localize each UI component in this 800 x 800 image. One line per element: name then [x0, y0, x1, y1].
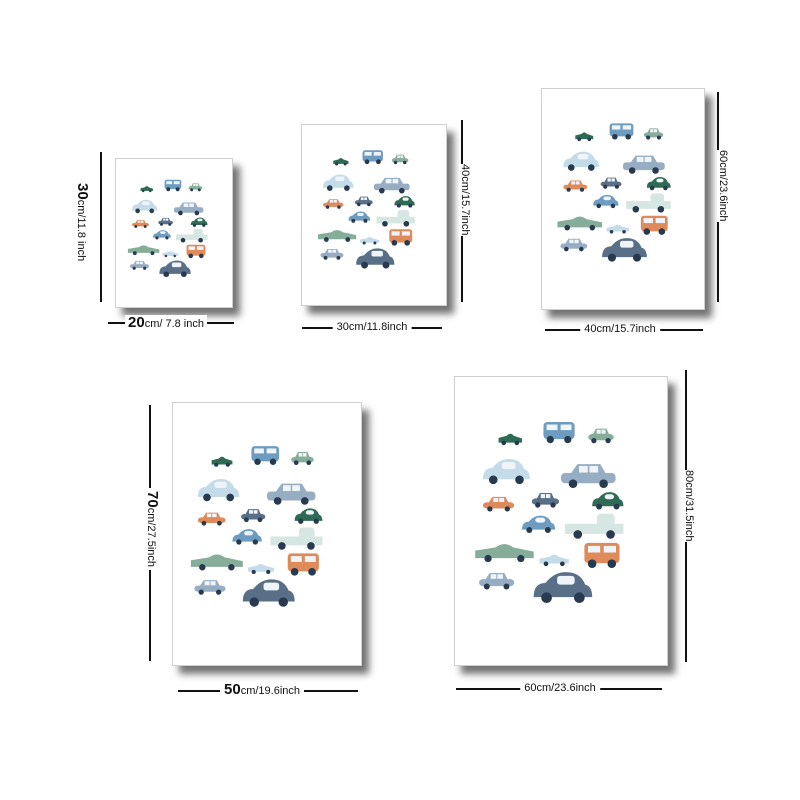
- car-icon: [291, 452, 314, 466]
- poster-preview-small: [115, 158, 233, 308]
- car-icon: [475, 544, 534, 563]
- car-icon: [640, 215, 668, 235]
- car-icon: [197, 512, 226, 526]
- height-dimension-label: 80cm/31.5inch: [683, 470, 695, 542]
- car-icon: [362, 150, 383, 165]
- car-icon: [323, 199, 344, 209]
- car-icon: [584, 542, 620, 568]
- car-icon: [153, 230, 171, 240]
- car-icon: [643, 128, 664, 140]
- poster-preview-30x40: [301, 124, 447, 306]
- car-icon: [159, 260, 191, 278]
- car-icon: [320, 248, 344, 260]
- car-icon: [164, 179, 182, 192]
- car-icon: [241, 509, 266, 523]
- car-icon: [376, 210, 415, 227]
- poster-preview-40x60: [541, 88, 705, 310]
- car-icon: [592, 492, 624, 510]
- car-icon: [482, 496, 515, 512]
- car-icon: [563, 180, 588, 192]
- car-icon: [162, 251, 179, 258]
- car-icon: [482, 459, 530, 485]
- car-icon: [194, 580, 226, 595]
- car-icon: [646, 176, 671, 191]
- poster-preview-50x70: [172, 402, 362, 666]
- car-icon: [374, 177, 410, 194]
- car-icon: [333, 158, 349, 166]
- car-icon: [130, 260, 149, 270]
- car-icon: [211, 456, 233, 467]
- car-icon: [232, 529, 262, 545]
- car-icon: [564, 513, 624, 539]
- car-icon: [188, 183, 203, 192]
- car-icon: [498, 433, 522, 446]
- car-icon: [539, 554, 569, 567]
- car-icon: [625, 193, 671, 213]
- car-icon: [606, 224, 629, 234]
- car-icon: [588, 428, 614, 444]
- car-icon: [389, 229, 413, 246]
- car-icon: [197, 479, 240, 502]
- car-icon: [287, 553, 319, 576]
- car-icon: [533, 572, 593, 604]
- car-icon: [251, 446, 280, 466]
- car-icon: [356, 248, 395, 269]
- car-icon: [247, 563, 274, 575]
- height-dimension-label: 70cm/27.5inch: [144, 488, 161, 570]
- car-icon: [531, 492, 560, 508]
- car-icon: [294, 508, 323, 524]
- car-icon: [186, 244, 206, 259]
- car-icon: [479, 573, 515, 590]
- car-illustration: [475, 421, 624, 604]
- car-icon: [560, 238, 588, 252]
- car-icon: [543, 421, 575, 444]
- car-icon: [140, 186, 154, 193]
- car-icon: [391, 154, 409, 165]
- poster-preview-60x80: [454, 376, 668, 666]
- car-icon: [270, 527, 323, 550]
- car-icon: [593, 194, 619, 209]
- height-dimension-label: 40cm/15.7inch: [459, 164, 471, 236]
- car-icon: [242, 579, 295, 607]
- height-dimension-line: [100, 152, 102, 302]
- width-dimension-label: 40cm/15.7inch: [580, 324, 660, 335]
- car-illustration: [190, 446, 323, 607]
- car-illustration: [557, 123, 671, 262]
- car-illustration: [317, 150, 415, 269]
- car-icon: [317, 230, 357, 242]
- car-icon: [267, 483, 316, 505]
- car-icon: [190, 554, 243, 571]
- car-icon: [354, 196, 373, 207]
- car-icon: [132, 220, 149, 228]
- height-dimension-label: 30cm/11.8 inch: [74, 183, 91, 262]
- car-icon: [623, 155, 665, 174]
- car-icon: [127, 245, 160, 256]
- car-icon: [394, 196, 415, 208]
- width-dimension-label: 50cm/19.6inch: [220, 682, 304, 698]
- car-icon: [557, 216, 603, 231]
- car-icon: [132, 199, 158, 214]
- car-icon: [323, 174, 354, 191]
- car-icon: [600, 177, 622, 189]
- car-icon: [575, 132, 594, 142]
- car-icon: [158, 217, 173, 226]
- car-icon: [609, 123, 634, 140]
- car-icon: [348, 211, 371, 223]
- width-dimension-label: 60cm/23.6inch: [520, 683, 600, 694]
- car-icon: [174, 202, 204, 216]
- car-icon: [359, 236, 380, 245]
- car-icon: [602, 238, 647, 262]
- car-illustration: [127, 179, 208, 278]
- car-icon: [561, 464, 616, 489]
- width-dimension-label: 20cm/ 7.8 inch: [125, 315, 207, 331]
- car-icon: [176, 229, 208, 243]
- car-icon: [190, 217, 208, 227]
- height-dimension-label: 60cm/23.6inch: [717, 150, 729, 222]
- width-dimension-label: 30cm/11.8inch: [332, 322, 412, 333]
- car-icon: [563, 151, 600, 171]
- car-icon: [521, 515, 556, 533]
